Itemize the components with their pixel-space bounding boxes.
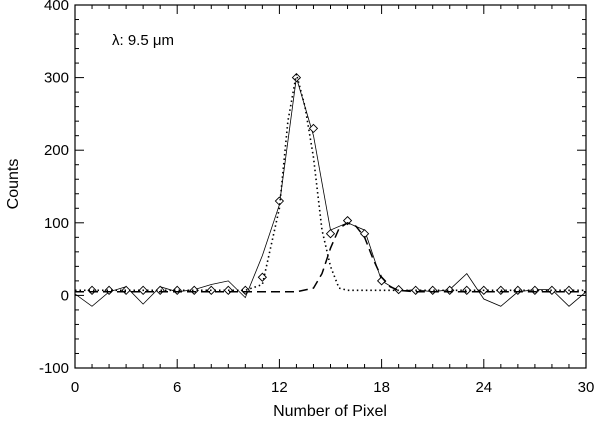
y-axis-label: Counts (5, 159, 22, 210)
x-tick-label: 18 (373, 379, 390, 396)
series-line-dotted (75, 73, 586, 292)
data-point-diamond (291, 72, 302, 83)
data-point-diamond (308, 123, 319, 134)
plot-frame (74, 4, 587, 369)
x-tick-label: 6 (173, 379, 181, 396)
y-tick-label: -100 (39, 360, 69, 377)
x-tick-label: 24 (475, 379, 492, 396)
series-line-dashed (75, 221, 586, 293)
x-tick-label: 30 (578, 379, 595, 396)
y-tick-label: 200 (44, 142, 69, 159)
x-tick-label: 12 (271, 379, 288, 396)
y-tick-label: 300 (44, 70, 69, 87)
y-tick-label: 400 (44, 0, 69, 14)
series-line-solid (75, 77, 586, 307)
y-tick-label: 0 (61, 287, 69, 304)
x-axis-label: Number of Pixel (273, 403, 387, 420)
data-point-diamond (547, 285, 557, 295)
data-point-diamond (274, 196, 285, 206)
data-point-diamond (325, 229, 336, 239)
y-tick-label: 100 (44, 215, 69, 232)
wavelength-annotation: λ: 9.5 μm (112, 32, 174, 49)
x-tick-label: 0 (71, 379, 79, 396)
data-point-diamond (342, 215, 353, 226)
